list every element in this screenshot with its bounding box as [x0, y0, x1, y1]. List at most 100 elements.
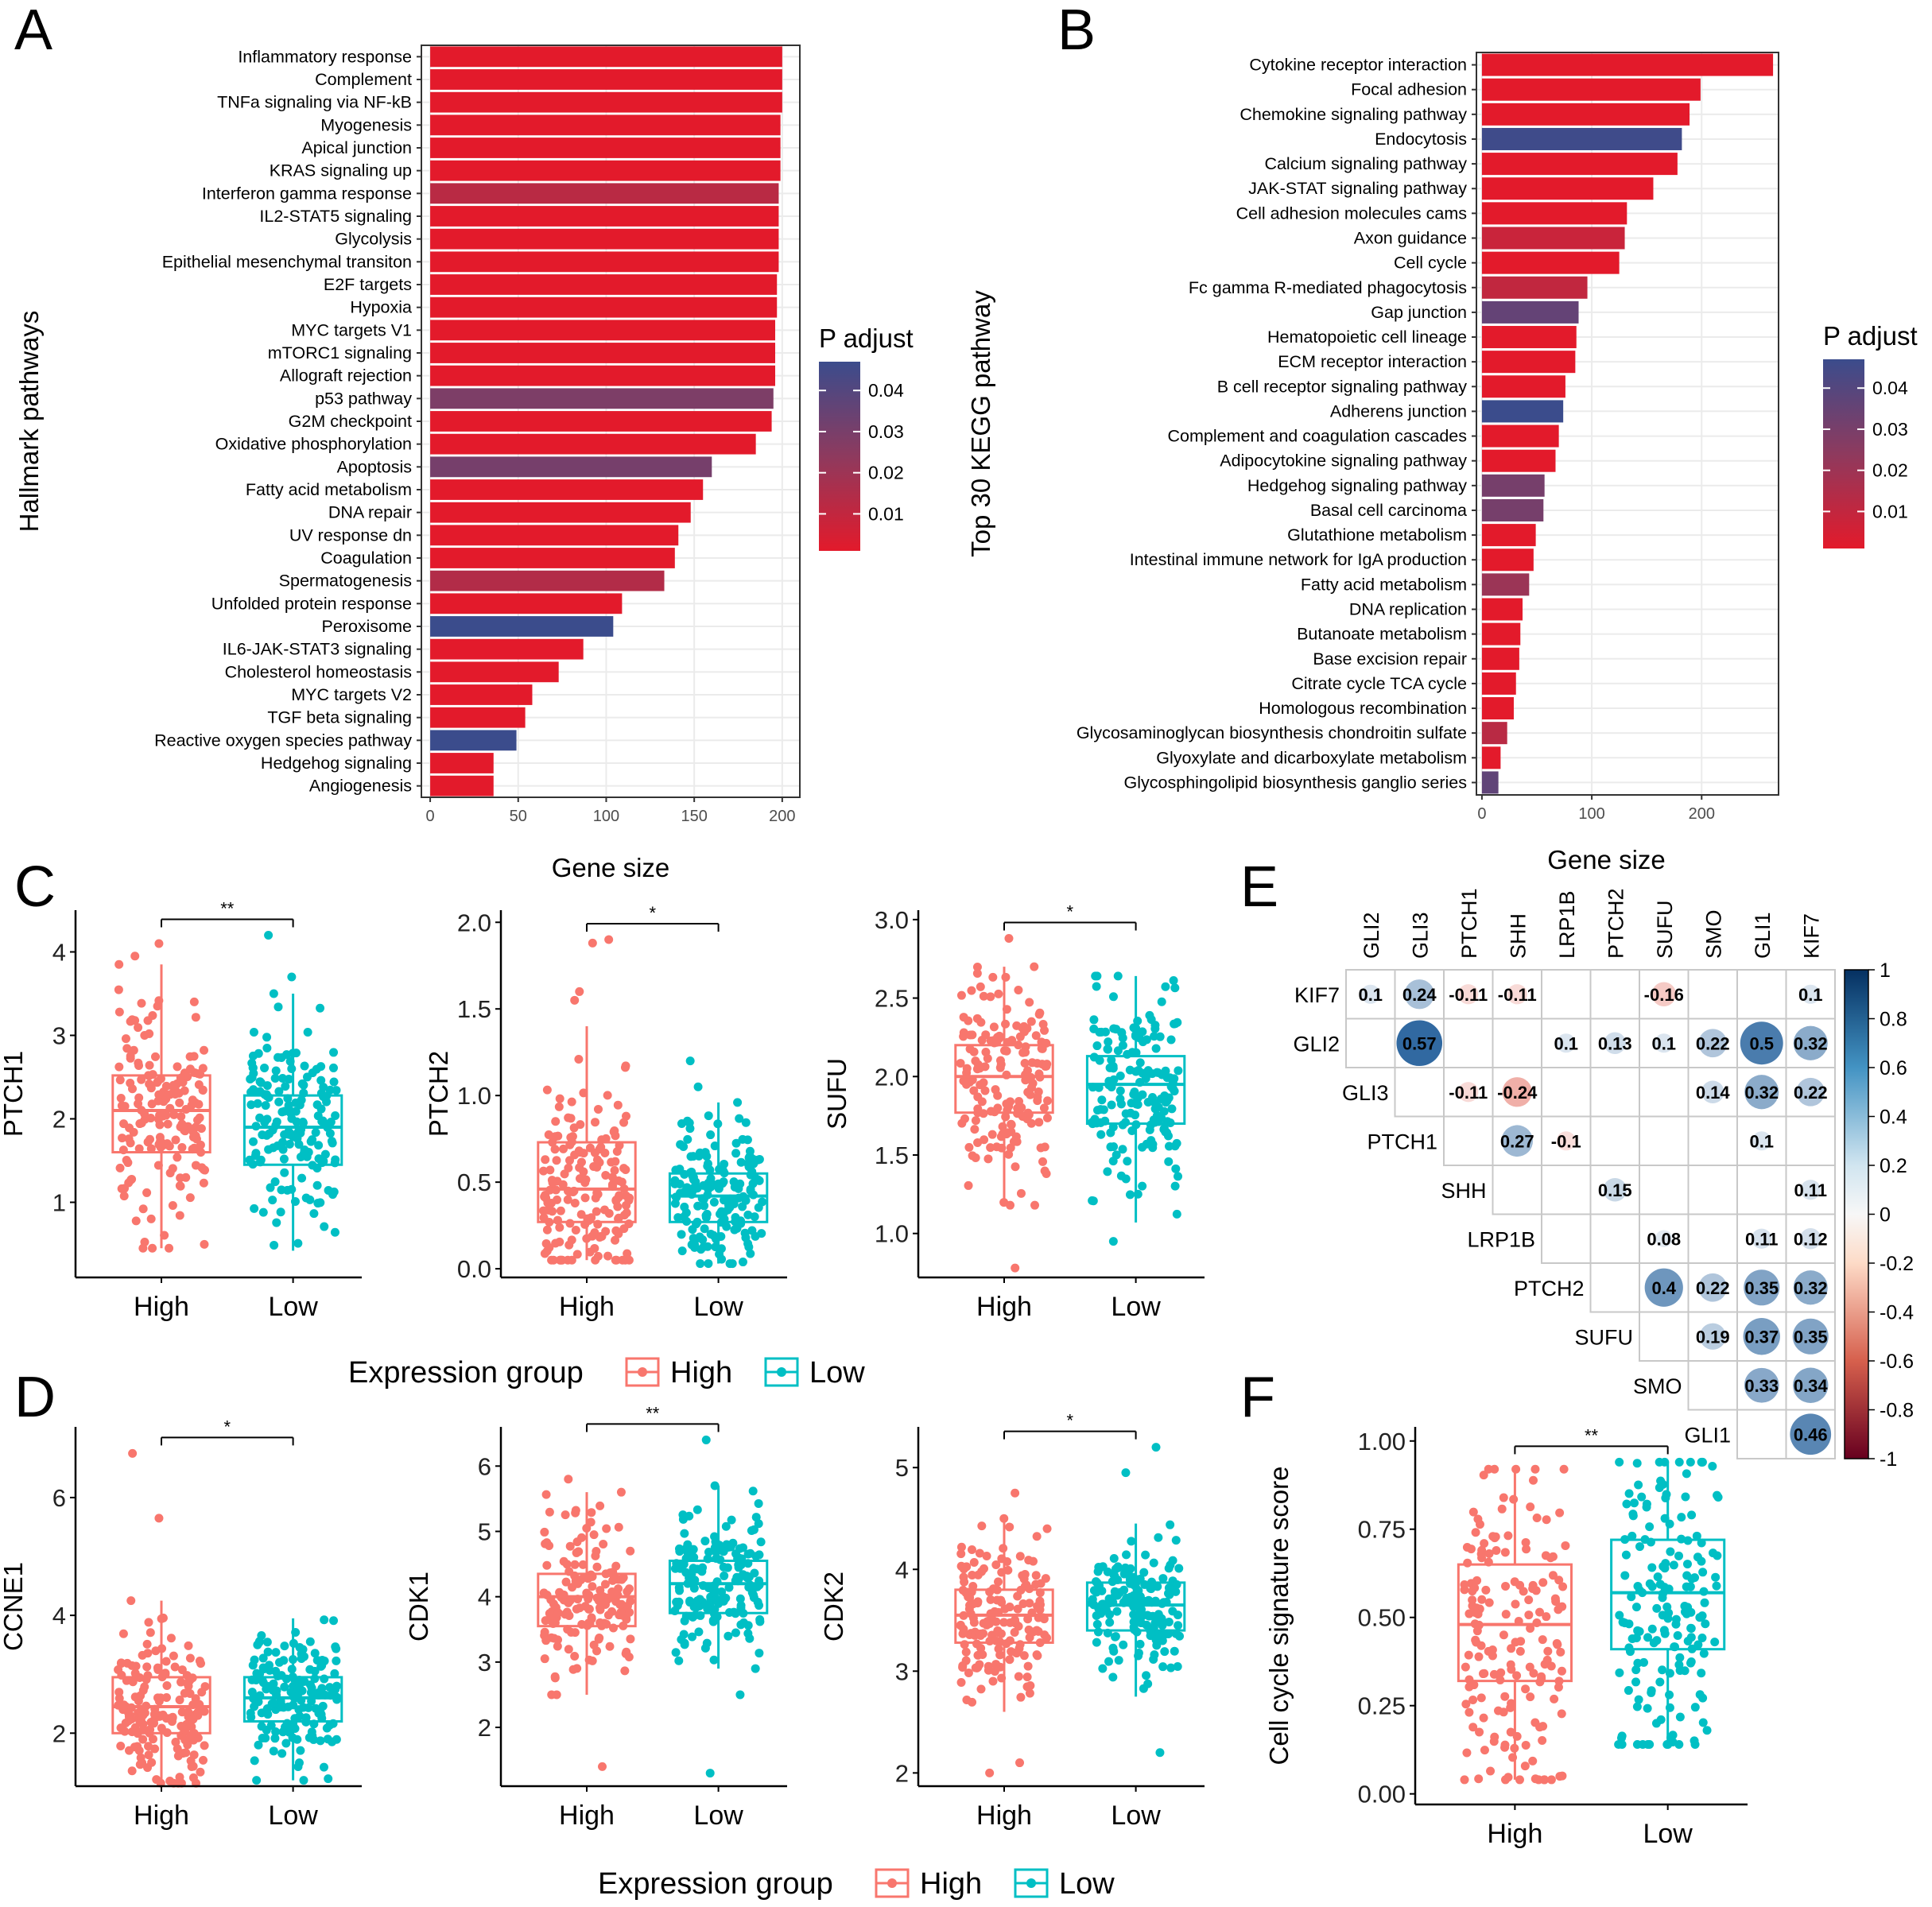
data-point [316, 1736, 325, 1746]
data-point [1025, 1633, 1034, 1642]
category-label: Peroxisome [321, 617, 412, 636]
correlation-circle [1793, 1367, 1829, 1403]
data-point [1011, 1263, 1020, 1273]
correlation-circle [1744, 1075, 1779, 1110]
colorbar-tick-label: -1 [1880, 1448, 1897, 1471]
data-point [992, 1585, 1002, 1595]
data-point [114, 1665, 123, 1674]
data-point [1014, 1097, 1024, 1107]
data-point [1123, 1157, 1132, 1166]
correlation-value: 0.32 [1744, 1083, 1779, 1103]
data-point [277, 1749, 287, 1758]
data-point [1150, 1596, 1160, 1606]
data-point [1702, 1726, 1712, 1735]
data-point [551, 1117, 561, 1126]
data-point [285, 1139, 294, 1149]
panel-label-b: B [1057, 0, 1096, 62]
data-point [1119, 1585, 1129, 1595]
data-point [588, 1231, 597, 1241]
data-point [331, 1110, 340, 1120]
data-point [1647, 1624, 1657, 1634]
y-tick-label: 6 [478, 1452, 491, 1480]
data-point [1154, 1533, 1163, 1542]
data-point [181, 1748, 191, 1758]
data-point [624, 1653, 634, 1662]
data-point [278, 1727, 288, 1737]
data-point [584, 1604, 594, 1614]
data-point [614, 1213, 623, 1223]
colorbar-tick-label: 1 [1880, 959, 1891, 982]
data-point [971, 1663, 980, 1673]
data-point [1172, 1138, 1181, 1148]
data-point [1111, 1632, 1120, 1641]
colorbar-tick-label: 0 [1880, 1204, 1891, 1227]
data-point [118, 1134, 127, 1143]
data-point [1631, 1603, 1641, 1612]
bar-a [430, 183, 779, 204]
data-point [541, 1636, 551, 1645]
data-point [1133, 1100, 1143, 1110]
data-point [1532, 1514, 1542, 1523]
data-point [1104, 1657, 1114, 1666]
correlation-circle [1800, 1228, 1821, 1250]
data-point [298, 1645, 308, 1654]
data-point [731, 1182, 740, 1192]
bar-a [430, 525, 679, 546]
data-point [1554, 1676, 1564, 1686]
data-point [1172, 1209, 1181, 1219]
data-point [185, 1193, 195, 1203]
correlation-circle [1792, 1318, 1829, 1355]
data-point [1627, 1634, 1637, 1643]
data-point [1011, 1488, 1020, 1498]
data-point [1697, 1611, 1707, 1621]
data-point [677, 1118, 686, 1128]
data-point [199, 1178, 208, 1188]
data-point [994, 1644, 1003, 1653]
data-point [135, 1760, 145, 1769]
data-point [271, 1648, 281, 1657]
category-label: Epithelial mesenchymal transiton [162, 252, 412, 271]
data-point [142, 1639, 152, 1649]
data-point [1634, 1695, 1643, 1704]
data-point [142, 1188, 152, 1197]
data-point [177, 1119, 187, 1129]
data-point [1014, 1672, 1023, 1681]
data-point [1133, 1016, 1143, 1025]
data-point [1091, 971, 1100, 981]
data-point [1639, 1657, 1649, 1667]
y-tick-label: 1.5 [457, 995, 491, 1023]
data-point [985, 1587, 995, 1597]
data-point [1160, 1630, 1170, 1639]
data-point [998, 1122, 1007, 1131]
legend-title: P adjust [819, 324, 914, 353]
data-point [1174, 1564, 1184, 1573]
data-point [261, 1101, 270, 1110]
category-label: MYC targets V2 [291, 685, 412, 704]
data-point [611, 1561, 621, 1571]
heatmap-column-label: GLI2 [1360, 912, 1383, 959]
data-point [964, 1142, 974, 1152]
heatmap-column-label: SHH [1506, 913, 1530, 959]
data-point [595, 1232, 604, 1242]
data-point [148, 1011, 157, 1021]
data-point [249, 1137, 258, 1146]
data-point [287, 1064, 297, 1074]
data-point [709, 1655, 719, 1665]
data-point [580, 1193, 590, 1203]
data-point [300, 1145, 309, 1155]
data-point [301, 1717, 311, 1727]
data-point [291, 1107, 301, 1116]
data-point [1554, 1576, 1564, 1585]
category-label: Coagulation [320, 548, 412, 568]
data-point [604, 1209, 614, 1219]
data-point [272, 1218, 281, 1227]
data-point [976, 1684, 986, 1694]
data-point [1169, 975, 1178, 985]
data-point [1092, 982, 1101, 991]
data-point [1655, 1483, 1664, 1493]
data-point [261, 1733, 270, 1742]
data-point [1143, 1098, 1153, 1107]
bar-b [1481, 598, 1523, 621]
data-point [1480, 1669, 1489, 1678]
data-point [540, 1627, 549, 1637]
